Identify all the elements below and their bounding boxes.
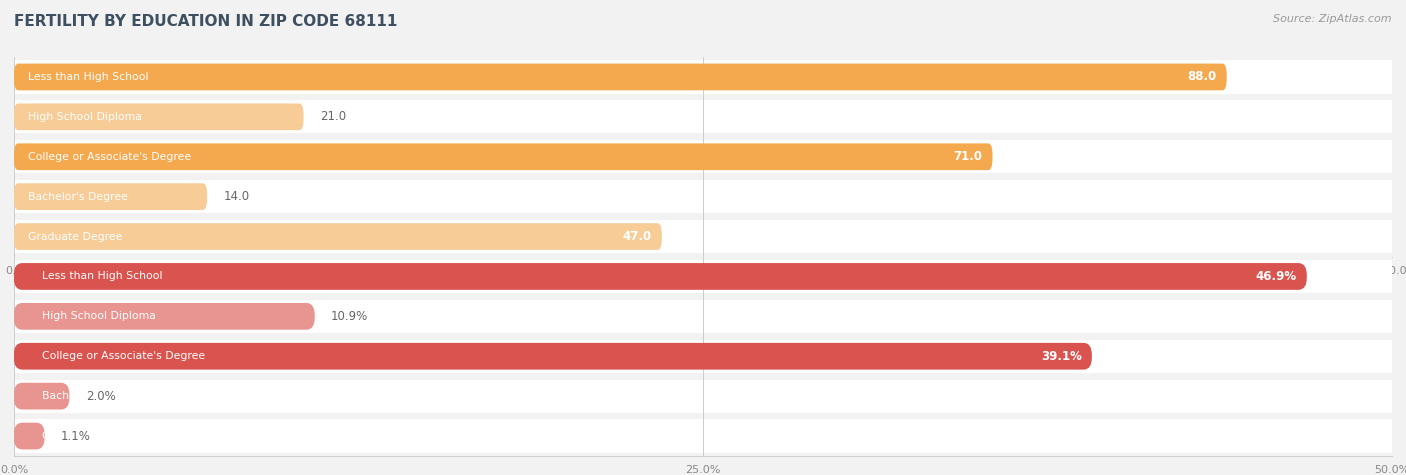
FancyBboxPatch shape bbox=[14, 104, 304, 130]
Text: 21.0: 21.0 bbox=[321, 110, 346, 124]
FancyBboxPatch shape bbox=[14, 419, 1392, 453]
FancyBboxPatch shape bbox=[14, 383, 69, 409]
Text: College or Associate's Degree: College or Associate's Degree bbox=[42, 351, 205, 361]
Text: Less than High School: Less than High School bbox=[42, 271, 162, 282]
FancyBboxPatch shape bbox=[14, 343, 1092, 370]
FancyBboxPatch shape bbox=[14, 183, 207, 210]
Text: 71.0: 71.0 bbox=[953, 150, 983, 163]
Text: 88.0: 88.0 bbox=[1188, 70, 1218, 84]
FancyBboxPatch shape bbox=[14, 180, 1392, 213]
FancyBboxPatch shape bbox=[14, 140, 1392, 173]
FancyBboxPatch shape bbox=[14, 100, 1392, 133]
Text: 39.1%: 39.1% bbox=[1040, 350, 1083, 363]
Text: College or Associate's Degree: College or Associate's Degree bbox=[28, 152, 191, 162]
FancyBboxPatch shape bbox=[14, 223, 662, 250]
Text: 47.0: 47.0 bbox=[623, 230, 652, 243]
FancyBboxPatch shape bbox=[14, 303, 315, 330]
Text: Bachelor's Degree: Bachelor's Degree bbox=[28, 191, 128, 202]
FancyBboxPatch shape bbox=[14, 220, 1392, 253]
FancyBboxPatch shape bbox=[14, 64, 1226, 90]
FancyBboxPatch shape bbox=[14, 60, 1392, 94]
FancyBboxPatch shape bbox=[14, 380, 1392, 413]
Text: 1.1%: 1.1% bbox=[60, 429, 91, 443]
Text: 46.9%: 46.9% bbox=[1256, 270, 1296, 283]
Text: High School Diploma: High School Diploma bbox=[28, 112, 142, 122]
Text: FERTILITY BY EDUCATION IN ZIP CODE 68111: FERTILITY BY EDUCATION IN ZIP CODE 68111 bbox=[14, 14, 398, 29]
FancyBboxPatch shape bbox=[14, 423, 45, 449]
FancyBboxPatch shape bbox=[14, 340, 1392, 373]
Text: 2.0%: 2.0% bbox=[86, 390, 115, 403]
Text: Source: ZipAtlas.com: Source: ZipAtlas.com bbox=[1274, 14, 1392, 24]
Text: Less than High School: Less than High School bbox=[28, 72, 149, 82]
FancyBboxPatch shape bbox=[14, 260, 1392, 293]
Text: Graduate Degree: Graduate Degree bbox=[42, 431, 136, 441]
FancyBboxPatch shape bbox=[14, 143, 993, 170]
Text: Bachelor's Degree: Bachelor's Degree bbox=[42, 391, 142, 401]
FancyBboxPatch shape bbox=[14, 263, 1306, 290]
Text: High School Diploma: High School Diploma bbox=[42, 311, 156, 322]
FancyBboxPatch shape bbox=[14, 300, 1392, 333]
Text: Graduate Degree: Graduate Degree bbox=[28, 231, 122, 242]
Text: 10.9%: 10.9% bbox=[330, 310, 368, 323]
Text: 14.0: 14.0 bbox=[224, 190, 250, 203]
